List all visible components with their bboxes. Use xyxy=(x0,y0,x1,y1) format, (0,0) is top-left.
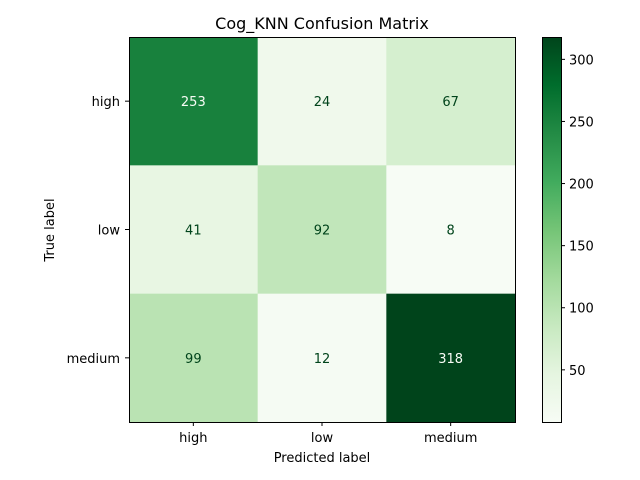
cell-value-label: 253 xyxy=(181,95,206,110)
colorbar-tick-label: 100 xyxy=(569,302,594,317)
colorbar-tick-label: 50 xyxy=(569,364,586,379)
chart-title: Cog_KNN Confusion Matrix xyxy=(215,14,429,34)
matrix-cell xyxy=(257,293,387,423)
x-axis-label: Predicted label xyxy=(274,451,371,466)
matrix-cell xyxy=(257,37,387,166)
cell-value-label: 318 xyxy=(438,352,463,367)
x-axis-ticks: high low medium xyxy=(179,422,477,446)
cell-value-label: 67 xyxy=(442,95,459,110)
cell-value-label: 8 xyxy=(447,224,455,239)
matrix-cell-labels: 253 24 67 41 92 8 99 12 318 xyxy=(181,95,463,367)
colorbar-frame xyxy=(542,37,562,423)
y-tick-label: medium xyxy=(67,352,120,367)
colorbar-tick-label: 150 xyxy=(569,240,594,255)
x-tick-label: low xyxy=(311,431,334,446)
colorbar-tick-label: 250 xyxy=(569,115,594,130)
cell-value-label: 12 xyxy=(314,352,331,367)
matrix-cell xyxy=(386,37,516,166)
colorbar-tick-label: 200 xyxy=(569,178,594,193)
cell-value-label: 41 xyxy=(185,224,202,239)
matrix-cell xyxy=(129,37,259,166)
matrix-cell xyxy=(386,293,516,423)
y-tick-label: high xyxy=(92,95,120,110)
matrix-cell xyxy=(257,165,387,295)
y-tick-label: low xyxy=(98,224,121,239)
x-tick-label: medium xyxy=(424,431,477,446)
y-axis-label: True label xyxy=(43,198,58,262)
colorbar xyxy=(542,37,561,422)
cell-value-label: 99 xyxy=(185,352,202,367)
matrix-cells xyxy=(129,37,516,423)
colorbar-ticks: 50 100 150 200 250 300 xyxy=(561,53,594,379)
cell-value-label: 24 xyxy=(314,95,331,110)
cell-value-label: 92 xyxy=(314,224,331,239)
y-axis-ticks: high low medium xyxy=(67,95,129,367)
matrix-cell xyxy=(386,165,516,295)
colorbar-tick-label: 300 xyxy=(569,53,594,68)
matrix-cell xyxy=(129,293,259,423)
x-tick-label: high xyxy=(179,431,207,446)
matrix-cell xyxy=(129,165,259,295)
